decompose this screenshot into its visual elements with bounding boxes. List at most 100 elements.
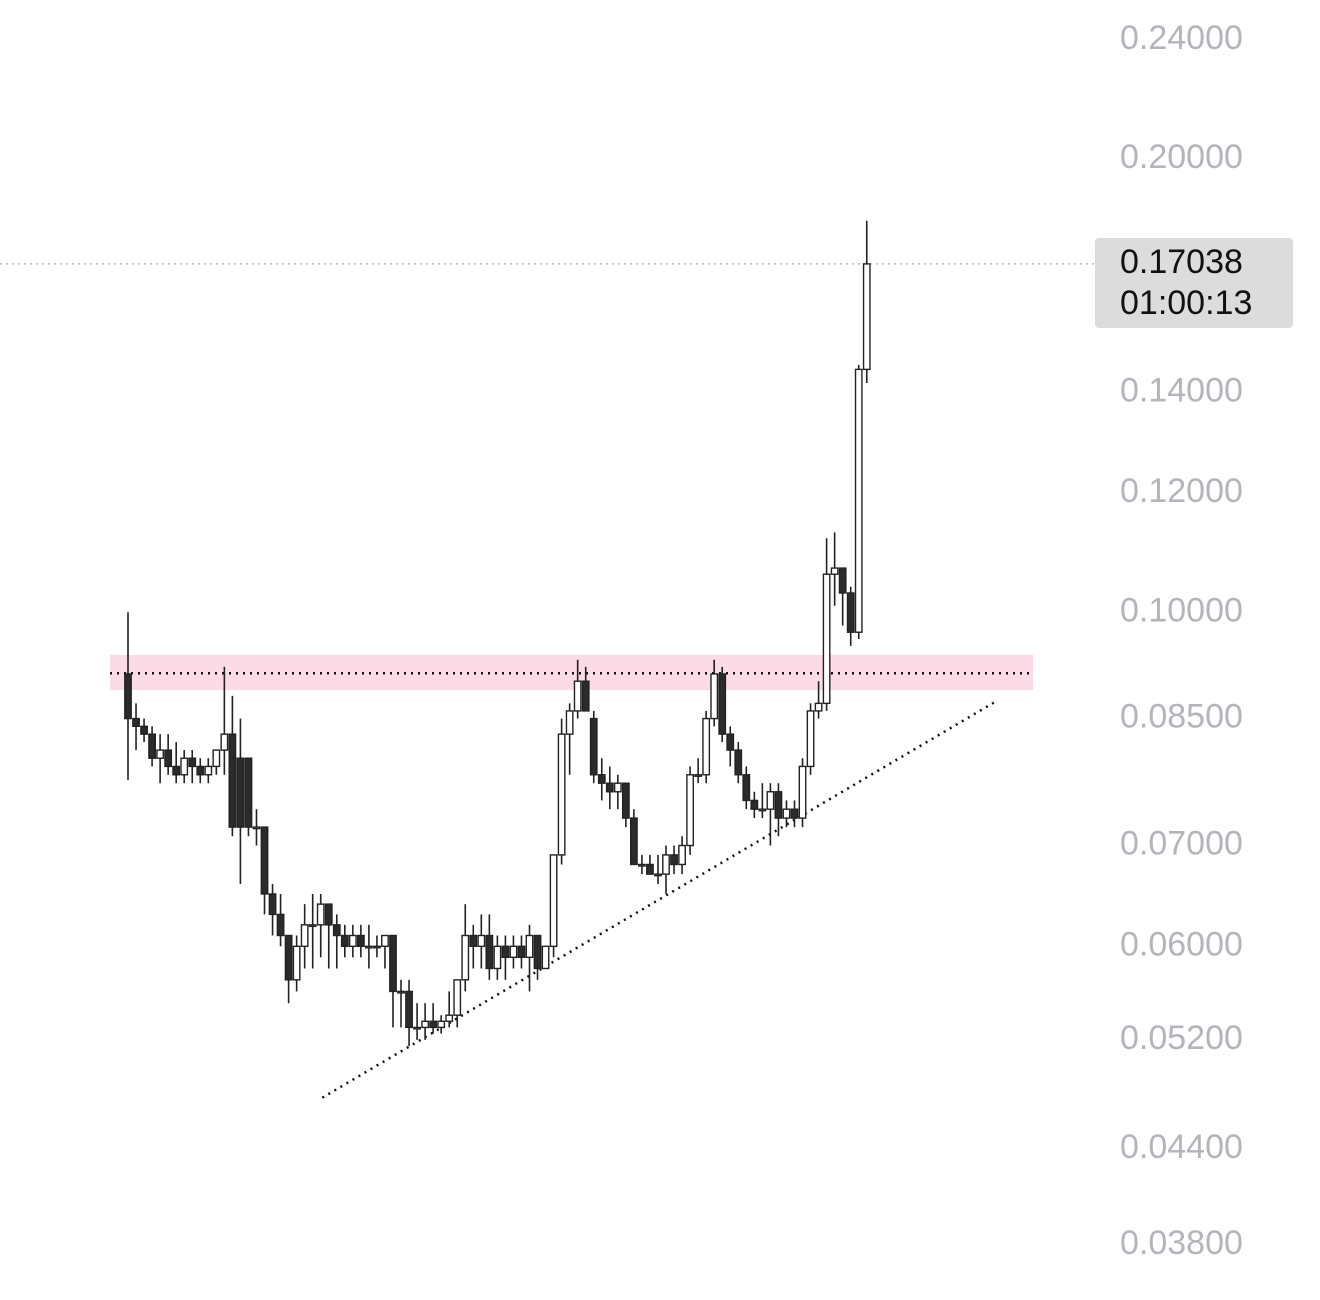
- candle-body: [461, 934, 470, 981]
- candle-body: [638, 863, 646, 867]
- candle-body: [124, 673, 132, 720]
- candle-body: [822, 573, 831, 705]
- candle-body: [284, 934, 293, 981]
- y-tick-label: 0.20000: [1120, 138, 1243, 176]
- candle-body: [694, 774, 703, 777]
- candle-body: [381, 934, 389, 948]
- candle-body: [469, 934, 478, 948]
- y-tick-label: 0.06000: [1120, 925, 1243, 963]
- candle-body: [156, 749, 165, 759]
- candle-body: [814, 702, 823, 712]
- candle-body: [140, 725, 148, 735]
- candle-body: [164, 749, 173, 768]
- y-tick-label: 0.05200: [1120, 1019, 1243, 1057]
- candle-body: [718, 673, 727, 735]
- candle-body: [726, 733, 735, 751]
- candle-body: [686, 774, 695, 847]
- candle-body: [324, 903, 333, 926]
- candle-body: [509, 945, 518, 958]
- candle-body: [389, 934, 397, 993]
- candle-body: [204, 765, 213, 776]
- candle-body: [220, 733, 229, 751]
- candle-body: [846, 592, 855, 633]
- candle-body: [830, 567, 839, 575]
- candle-body: [549, 854, 558, 948]
- candle-body: [308, 924, 317, 928]
- candle-body: [854, 368, 863, 633]
- candle-body: [525, 934, 534, 958]
- candle-body: [758, 808, 767, 812]
- y-tick-label: 0.08500: [1120, 698, 1243, 736]
- candle-body: [236, 757, 245, 828]
- candle-body: [573, 680, 582, 712]
- candle-body: [678, 844, 686, 866]
- candle-body: [613, 782, 622, 793]
- candle-body: [485, 934, 494, 970]
- candle-body: [597, 774, 606, 784]
- candle-body: [806, 710, 815, 768]
- candle-body: [517, 945, 526, 958]
- candle-body: [172, 765, 181, 776]
- countdown: 01:00:13: [1120, 284, 1252, 322]
- candle-body: [766, 791, 775, 810]
- candle-body: [790, 808, 799, 819]
- candle-body: [702, 717, 711, 776]
- last-price: 0.17038: [1120, 243, 1243, 281]
- candle-body: [782, 808, 791, 819]
- candle-body: [621, 782, 630, 819]
- candle-body: [212, 749, 221, 768]
- candle-body: [453, 979, 462, 1016]
- candle-body: [365, 945, 373, 949]
- y-tick-label: 0.12000: [1120, 472, 1243, 510]
- candle-body: [228, 733, 237, 828]
- y-tick-label: 0.07000: [1120, 825, 1243, 863]
- candle-body: [148, 733, 156, 759]
- candle-body: [196, 765, 205, 776]
- candle-body: [316, 903, 325, 926]
- price-tag: [1095, 238, 1293, 328]
- candle-body: [774, 791, 783, 819]
- candle-body: [734, 749, 743, 776]
- candle-body: [180, 757, 189, 776]
- candle-body: [493, 945, 502, 970]
- candle-body: [421, 1020, 430, 1029]
- candle-body: [260, 826, 269, 895]
- candle-body: [646, 863, 654, 875]
- candle-body: [533, 934, 542, 970]
- candle-body: [629, 817, 638, 866]
- candle-body: [300, 924, 309, 948]
- candle-body: [276, 913, 285, 937]
- candle-body: [188, 757, 197, 768]
- candle-body: [589, 717, 598, 776]
- candle-body: [662, 854, 670, 875]
- y-tick-label: 0.10000: [1120, 591, 1243, 629]
- zone: [110, 654, 1033, 690]
- candle-body: [557, 733, 566, 856]
- candle-body: [445, 1014, 454, 1022]
- candle-body: [750, 799, 759, 810]
- candle-body: [292, 945, 301, 981]
- candle-body: [348, 934, 357, 948]
- candle-body: [710, 673, 719, 720]
- candle-body: [862, 263, 871, 371]
- candle-body: [742, 774, 751, 802]
- candle-body: [565, 710, 574, 735]
- candle-body: [605, 782, 614, 793]
- candle-body: [413, 1026, 421, 1030]
- candle-body: [838, 567, 847, 594]
- candle-body: [405, 990, 413, 1029]
- candle-body: [252, 826, 261, 830]
- y-tick-label: 0.24000: [1120, 19, 1243, 57]
- candle-body: [429, 1020, 438, 1029]
- candle-body: [132, 717, 140, 728]
- candle-body: [244, 757, 253, 828]
- y-tick-label: 0.14000: [1120, 371, 1243, 409]
- candle-body: [654, 873, 662, 877]
- candle-body: [332, 924, 341, 937]
- candle-body: [670, 854, 678, 866]
- candle-body: [477, 934, 486, 948]
- candle-body: [501, 945, 510, 958]
- candle-body: [373, 945, 381, 949]
- candle-body: [798, 765, 807, 819]
- y-tick-label: 0.04400: [1120, 1128, 1243, 1166]
